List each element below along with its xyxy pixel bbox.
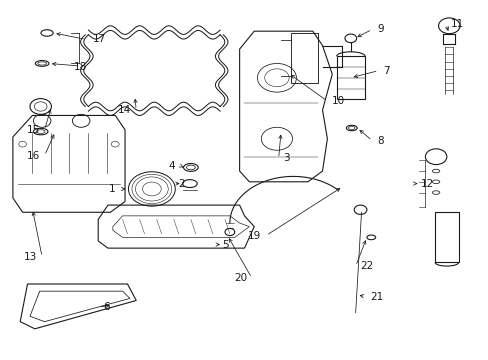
Text: 17: 17 — [92, 35, 105, 44]
Bar — [336, 56, 364, 99]
Text: 5: 5 — [222, 239, 229, 249]
Text: 14: 14 — [118, 105, 131, 115]
Text: 18: 18 — [74, 62, 87, 72]
Text: 13: 13 — [24, 252, 37, 262]
Text: 11: 11 — [450, 19, 463, 29]
Text: 8: 8 — [376, 136, 383, 145]
Text: 22: 22 — [360, 261, 373, 271]
Text: 12: 12 — [420, 179, 433, 189]
Bar — [434, 212, 458, 262]
Text: 7: 7 — [383, 66, 389, 76]
Text: 9: 9 — [376, 24, 383, 35]
Text: 3: 3 — [283, 153, 289, 163]
Bar — [290, 33, 317, 83]
Text: 2: 2 — [178, 179, 185, 189]
Text: 20: 20 — [233, 273, 246, 283]
Text: 1: 1 — [108, 184, 115, 194]
Text: 16: 16 — [26, 150, 40, 161]
Text: 6: 6 — [103, 302, 109, 312]
Text: 10: 10 — [331, 96, 345, 106]
Text: 21: 21 — [369, 292, 383, 302]
Text: 15: 15 — [26, 125, 40, 135]
Text: 19: 19 — [247, 231, 261, 240]
Text: 4: 4 — [168, 161, 175, 171]
